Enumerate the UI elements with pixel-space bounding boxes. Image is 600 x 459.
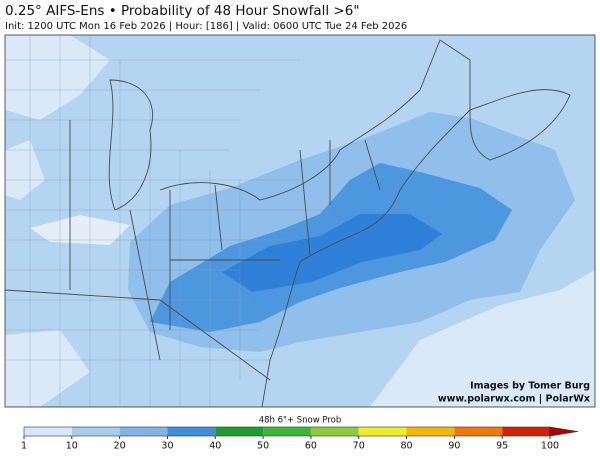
subtitle: Init: 1200 UTC Mon 16 Feb 2026 | Hour: [… [5,21,407,32]
colorbar-bin [406,427,455,436]
credit: www.polarwx.com | PolarWx [438,394,590,405]
tick-label: 30 [161,441,173,452]
colorbar-extend [549,426,579,437]
colorbar-bin [502,427,550,436]
colorbar-bin [358,427,407,436]
tick-label: 40 [209,441,221,452]
tick-label: 90 [448,441,460,452]
colorbar-title: 48h 6"+ Snow Prob [259,416,342,426]
tick-label: 50 [257,441,269,452]
colorbar-bin [71,427,120,436]
colorbar-bin [454,427,503,436]
title: 0.25° AIFS-Ens • Probability of 48 Hour … [5,3,360,19]
tick-label: 70 [353,441,365,452]
colorbar-bin [310,427,359,436]
colorbar-bin [263,427,311,436]
credit: Images by Tomer Burg [470,381,590,392]
colorbar: 1 10 20 30 40 50 60 70 80 90 95 100 [21,426,579,452]
tick-label: 1 [21,441,27,452]
tick-label: 100 [541,441,559,452]
tick-label: 80 [400,441,412,452]
map [4,34,596,408]
tick-label: 20 [114,441,126,452]
tick-label: 10 [66,441,78,452]
colorbar-bin [119,427,168,436]
tick-label: 95 [496,441,508,452]
colorbar-frame [23,426,551,437]
colorbar-bin [167,427,216,436]
colorbar-bin [215,427,264,436]
tick-label: 60 [305,441,317,452]
colorbar-bin [24,427,72,436]
